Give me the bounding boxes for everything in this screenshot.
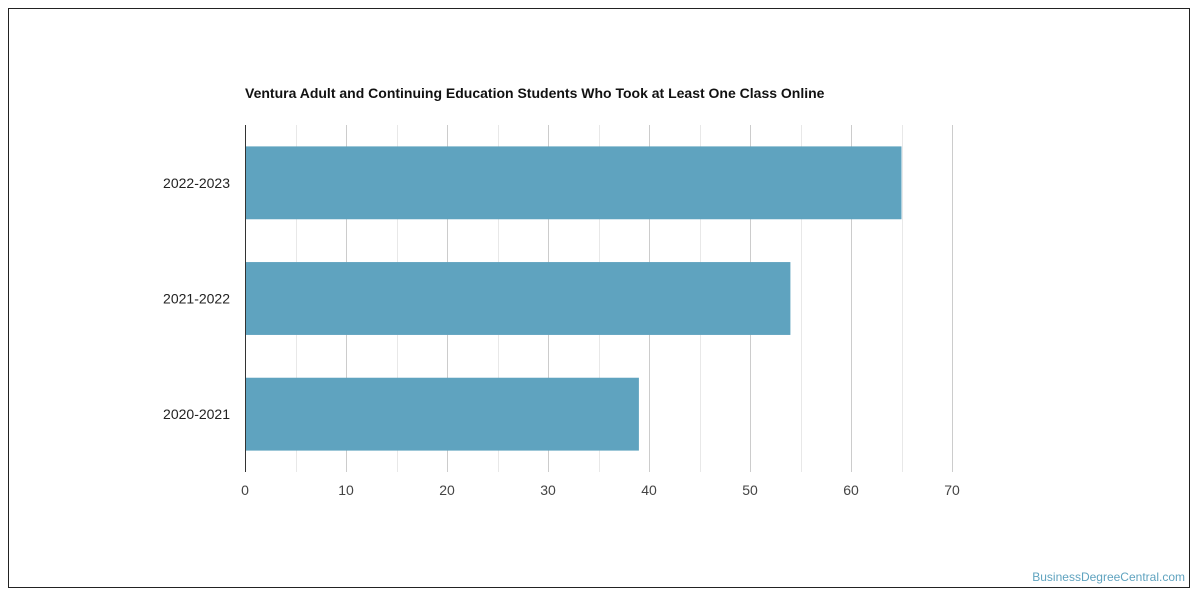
x-tick-label: 20 [439,482,455,498]
chart-title: Ventura Adult and Continuing Education S… [245,85,825,101]
x-tick-label: 30 [540,482,556,498]
bar [245,377,639,451]
bar [245,146,902,220]
bar [245,262,791,335]
category-label: 2022-2023 [163,175,230,191]
x-tick-label: 70 [944,482,960,498]
x-tick-label: 60 [843,482,859,498]
x-tick-label: 50 [742,482,758,498]
category-label: 2020-2021 [163,406,230,422]
x-tick-label: 0 [241,482,249,498]
watermark: BusinessDegreeCentral.com [1032,570,1185,584]
x-tick-label: 40 [641,482,657,498]
category-label: 2021-2022 [163,291,230,307]
x-tick-label: 10 [338,482,354,498]
chart-frame [8,8,1190,588]
